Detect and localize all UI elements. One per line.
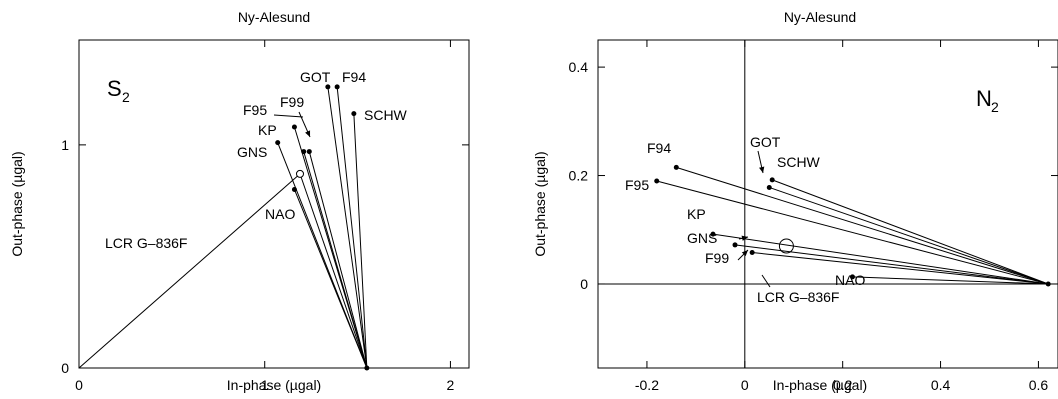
leader-arrowhead [759, 166, 765, 173]
panel-badge: S [107, 76, 122, 101]
model-label-kp: KP [258, 122, 277, 138]
model-point-got [766, 184, 772, 190]
model-line-got [769, 186, 1049, 285]
model-point-f99 [306, 149, 312, 155]
model-label-got: GOT [750, 134, 781, 150]
model-line-f94 [336, 86, 368, 369]
y-tick-label: 1 [61, 137, 69, 153]
reference-label: LCR G–836F [105, 235, 187, 251]
model-point-f95 [291, 124, 297, 130]
model-point-kp [301, 149, 307, 155]
x-tick-label: 2 [447, 377, 455, 393]
model-line-f94 [676, 166, 1049, 285]
model-line-gns [734, 244, 1049, 285]
y-tick-label: 0.4 [569, 59, 589, 75]
model-line-got [327, 86, 368, 369]
model-line-kp [303, 151, 368, 369]
chart-title: Ny-Alesund [784, 9, 856, 25]
y-tick-label: 0 [580, 276, 588, 292]
leader-line [273, 114, 304, 118]
reference-point [296, 169, 304, 178]
model-line-f99 [752, 252, 1049, 285]
model-line-schw [772, 179, 1049, 285]
chart-title: Ny-Alesund [238, 9, 310, 25]
x-tick-label: 0.2 [833, 377, 853, 393]
model-line-nao [293, 189, 368, 369]
model-label-f95: F95 [625, 177, 649, 193]
model-point-f95 [654, 178, 660, 184]
x-axis-label: In-phase (µgal) [227, 377, 321, 393]
model-point-schw [351, 111, 357, 117]
model-label-f95: F95 [243, 102, 267, 118]
model-line-schw [353, 113, 368, 369]
model-point-gns [275, 140, 281, 146]
y-tick-label: 0.2 [569, 168, 589, 184]
panel-badge: N [976, 86, 992, 111]
convergence-point [1045, 281, 1051, 287]
model-label-nao: NAO [835, 272, 865, 288]
leader-arrowhead [305, 130, 311, 137]
model-line-nao [852, 276, 1049, 285]
model-point-kp [710, 231, 716, 237]
y-axis-label: Out-phase (µgal) [532, 151, 548, 256]
convergence-point [364, 365, 370, 371]
model-label-schw: SCHW [364, 107, 408, 123]
model-point-f94 [673, 164, 679, 170]
x-axis-label: In-phase (µgal) [773, 377, 867, 393]
model-label-f99: F99 [705, 250, 729, 266]
model-label-f94: F94 [342, 69, 366, 85]
panel-badge-subscript: 2 [122, 89, 130, 105]
leader-arrowhead [741, 235, 748, 241]
model-label-gns: GNS [687, 230, 717, 246]
plot-frame [78, 39, 470, 369]
model-line-f95 [656, 180, 1049, 285]
model-point-nao [291, 186, 297, 192]
model-label-f94: F94 [647, 140, 671, 156]
model-label-kp: KP [687, 206, 706, 222]
model-line-kp [712, 233, 1049, 285]
x-tick-label: 0 [741, 377, 749, 393]
leader-line [761, 274, 771, 288]
model-point-gns [732, 242, 738, 248]
reference-line [78, 173, 301, 369]
reference-point [778, 238, 794, 254]
model-point-nao [849, 274, 855, 280]
x-tick-label: -0.2 [635, 377, 659, 393]
x-tick-label: 1 [261, 377, 269, 393]
x-tick-label: 0 [75, 377, 83, 393]
panel-n2: Ny-Alesund In-phase (µgal) Out-phase (µgal… [532, 9, 1058, 393]
model-label-got: GOT [300, 69, 331, 85]
model-point-f99 [749, 250, 755, 256]
reference-line-to-convergence [299, 173, 368, 369]
x-tick-label: 0.4 [931, 377, 951, 393]
plot-frame [597, 39, 1058, 369]
panel-s2: Ny-Alesund In-phase (µgal) Out-phase (µgal… [9, 9, 470, 393]
model-line-f99 [308, 151, 368, 369]
model-point-got [325, 84, 331, 90]
model-label-nao: NAO [265, 206, 295, 222]
model-point-f94 [334, 84, 340, 90]
model-label-schw: SCHW [777, 154, 821, 170]
y-tick-label: 0 [61, 360, 69, 376]
model-label-f99: F99 [280, 94, 304, 110]
model-label-gns: GNS [237, 144, 267, 160]
panel-badge-subscript: 2 [991, 99, 999, 115]
model-point-schw [769, 177, 775, 183]
y-axis-label: Out-phase (µgal) [9, 151, 25, 256]
x-tick-label: 0.6 [1029, 377, 1049, 393]
reference-label: LCR G–836F [757, 289, 839, 305]
leader-arrowhead [741, 250, 748, 257]
